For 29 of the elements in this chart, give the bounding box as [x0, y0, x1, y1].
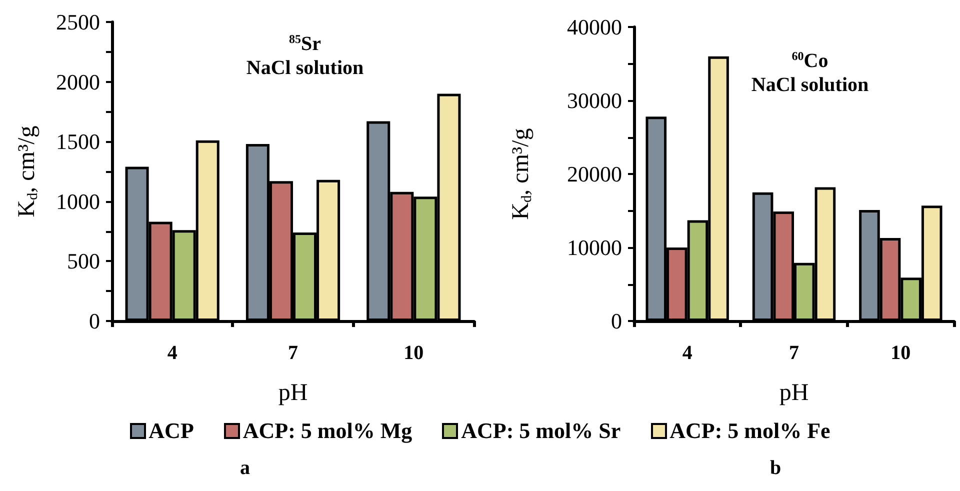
y-tick-label: 500 — [67, 248, 100, 274]
text: a — [240, 457, 250, 479]
y-tick-label: 1500 — [56, 129, 100, 154]
x-tick-label: 10 — [890, 342, 911, 364]
y-tick-label: 2500 — [56, 10, 100, 34]
y-tick-label: 2000 — [56, 69, 100, 94]
legend-label: ACP: 5 mol% Fe — [670, 418, 830, 444]
y-tick-label: 0 — [611, 308, 622, 334]
x-axis-title: pH — [779, 380, 809, 406]
text: NaCl solution — [246, 57, 364, 79]
y-tick-label: 1000 — [56, 188, 100, 214]
legend-label: ACP: 5 mol% Mg — [242, 418, 412, 444]
y-axis-title: Kd, cm³/g — [14, 126, 41, 218]
y-tick-label: 30000 — [567, 88, 622, 113]
legend-label: ACP — [148, 418, 194, 444]
x-tick-label: 10 — [404, 342, 424, 364]
x-tick-label: 7 — [288, 342, 298, 364]
y-tick-label: 40000 — [567, 14, 622, 40]
x-tick-label: 7 — [789, 342, 799, 364]
x-tick-label: 4 — [682, 342, 692, 364]
text: b — [770, 457, 782, 479]
y-tick-label: 20000 — [567, 162, 622, 186]
x-axis-title: pH — [278, 380, 308, 406]
legend-label: ACP: 5 mol% Sr — [461, 418, 621, 444]
y-tick-label: 10000 — [567, 235, 622, 260]
y-tick-label: 0 — [89, 308, 100, 334]
text: NaCl solution — [751, 74, 869, 96]
y-axis-title: Kd, cm³/g — [508, 128, 535, 220]
x-tick-label: 4 — [167, 342, 178, 364]
